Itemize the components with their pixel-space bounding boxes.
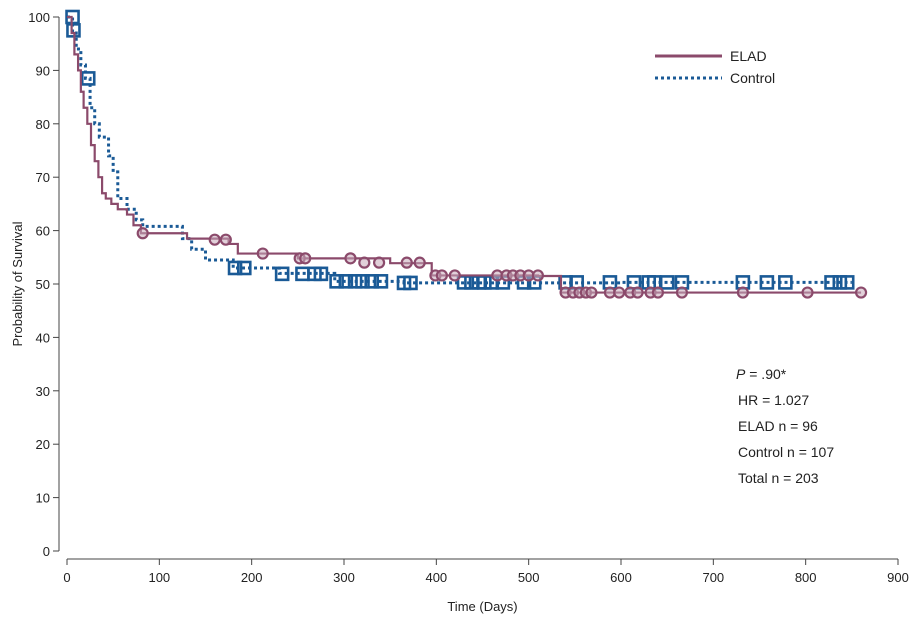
censor-marker-control: [80, 71, 96, 86]
censor-marker-elad: [219, 233, 232, 246]
censor-marker-elad: [854, 286, 868, 299]
x-axis-title: Time (Days): [447, 599, 517, 614]
x-tick-label: 900: [887, 570, 909, 585]
series-line-control: [67, 15, 852, 285]
y-tick-label: 50: [36, 277, 50, 292]
statistics-annotation: P = .90* HR = 1.027 ELAD n = 96 Control …: [736, 366, 834, 486]
censor-marker-control: [824, 275, 839, 290]
censor-marker-control: [403, 275, 418, 291]
y-tick-label: 100: [28, 10, 50, 25]
censor-marker-control: [329, 274, 344, 289]
y-tick-label: 60: [36, 224, 50, 239]
elad-n-text: ELAD n = 96: [738, 418, 818, 434]
x-tick-label: 700: [702, 570, 724, 585]
y-axis-title: Probability of Survival: [10, 221, 25, 346]
censor-marker-elad: [208, 233, 221, 246]
censor-marker-elad: [413, 256, 426, 269]
y-tick-label: 0: [43, 544, 50, 559]
censor-marker-elad: [358, 256, 371, 269]
censor-marker-elad: [585, 286, 598, 299]
p-value: = .90*: [745, 366, 786, 382]
x-tick-label: 100: [148, 570, 170, 585]
series-control: [65, 9, 855, 291]
y-tick-label: 10: [36, 491, 50, 506]
y-tick-label: 70: [36, 170, 50, 185]
legend-label-control: Control: [730, 70, 775, 86]
censor-marker-control: [347, 274, 363, 289]
censor-marker-control: [759, 275, 775, 290]
censor-marker-elad: [613, 286, 626, 299]
p-label: P: [736, 366, 746, 382]
censor-marker-control: [832, 275, 848, 290]
legend: ELAD Control: [655, 48, 775, 86]
censor-marker-elad: [136, 227, 149, 240]
censor-marker-elad: [344, 252, 357, 265]
censor-marker-elad: [531, 269, 545, 282]
censor-marker-control: [839, 275, 855, 290]
x-tick-label: 600: [610, 570, 632, 585]
x-tick-label: 300: [333, 570, 355, 585]
censor-marker-elad: [651, 286, 665, 299]
censor-marker-elad: [448, 269, 461, 282]
x-tick-label: 500: [518, 570, 540, 585]
censor-marker-elad: [675, 286, 689, 299]
censor-marker-control: [364, 274, 380, 289]
axes: 0 100 200 300 400 500 600 700 800 900 0 10 20 30 40 50…: [10, 10, 909, 614]
total-n-text: Total n = 203: [738, 470, 819, 486]
censor-marker-elad: [400, 256, 413, 269]
censor-marker-elad: [801, 286, 814, 299]
y-tick-label: 30: [36, 384, 50, 399]
y-axis-ticks: 0 10 20 30 40 50 60 70 80 90 100: [28, 10, 59, 559]
censor-marker-elad: [736, 286, 749, 299]
control-n-text: Control n = 107: [738, 444, 834, 460]
censor-marker-elad: [631, 286, 644, 299]
censor-marker-control: [313, 266, 329, 282]
censor-marker-control: [373, 274, 389, 289]
p-value-text: P = .90*: [736, 366, 787, 382]
censor-marker-elad: [435, 269, 448, 282]
hazard-ratio-text: HR = 1.027: [738, 392, 809, 408]
x-tick-label: 800: [795, 570, 817, 585]
series-layer: [65, 9, 868, 299]
censor-marker-control: [274, 266, 290, 282]
censor-marker-control: [236, 260, 252, 276]
censor-marker-elad: [256, 247, 269, 260]
censor-marker-elad: [372, 256, 386, 269]
censor-marker-control: [659, 275, 675, 290]
censor-marker-control: [355, 274, 370, 289]
censor-marker-control: [338, 274, 354, 289]
censor-marker-control: [778, 275, 793, 290]
x-tick-label: 0: [63, 570, 70, 585]
y-tick-label: 90: [36, 63, 50, 78]
series-elad: [67, 15, 868, 299]
y-tick-label: 40: [36, 330, 50, 345]
x-axis-ticks: 0 100 200 300 400 500 600 700 800 900: [63, 559, 909, 585]
legend-label-elad: ELAD: [730, 48, 767, 64]
x-tick-label: 400: [425, 570, 447, 585]
y-tick-label: 80: [36, 117, 50, 132]
y-tick-label: 20: [36, 437, 50, 452]
x-tick-label: 200: [241, 570, 263, 585]
censor-marker-control: [227, 260, 243, 276]
censor-marker-elad: [299, 252, 312, 265]
